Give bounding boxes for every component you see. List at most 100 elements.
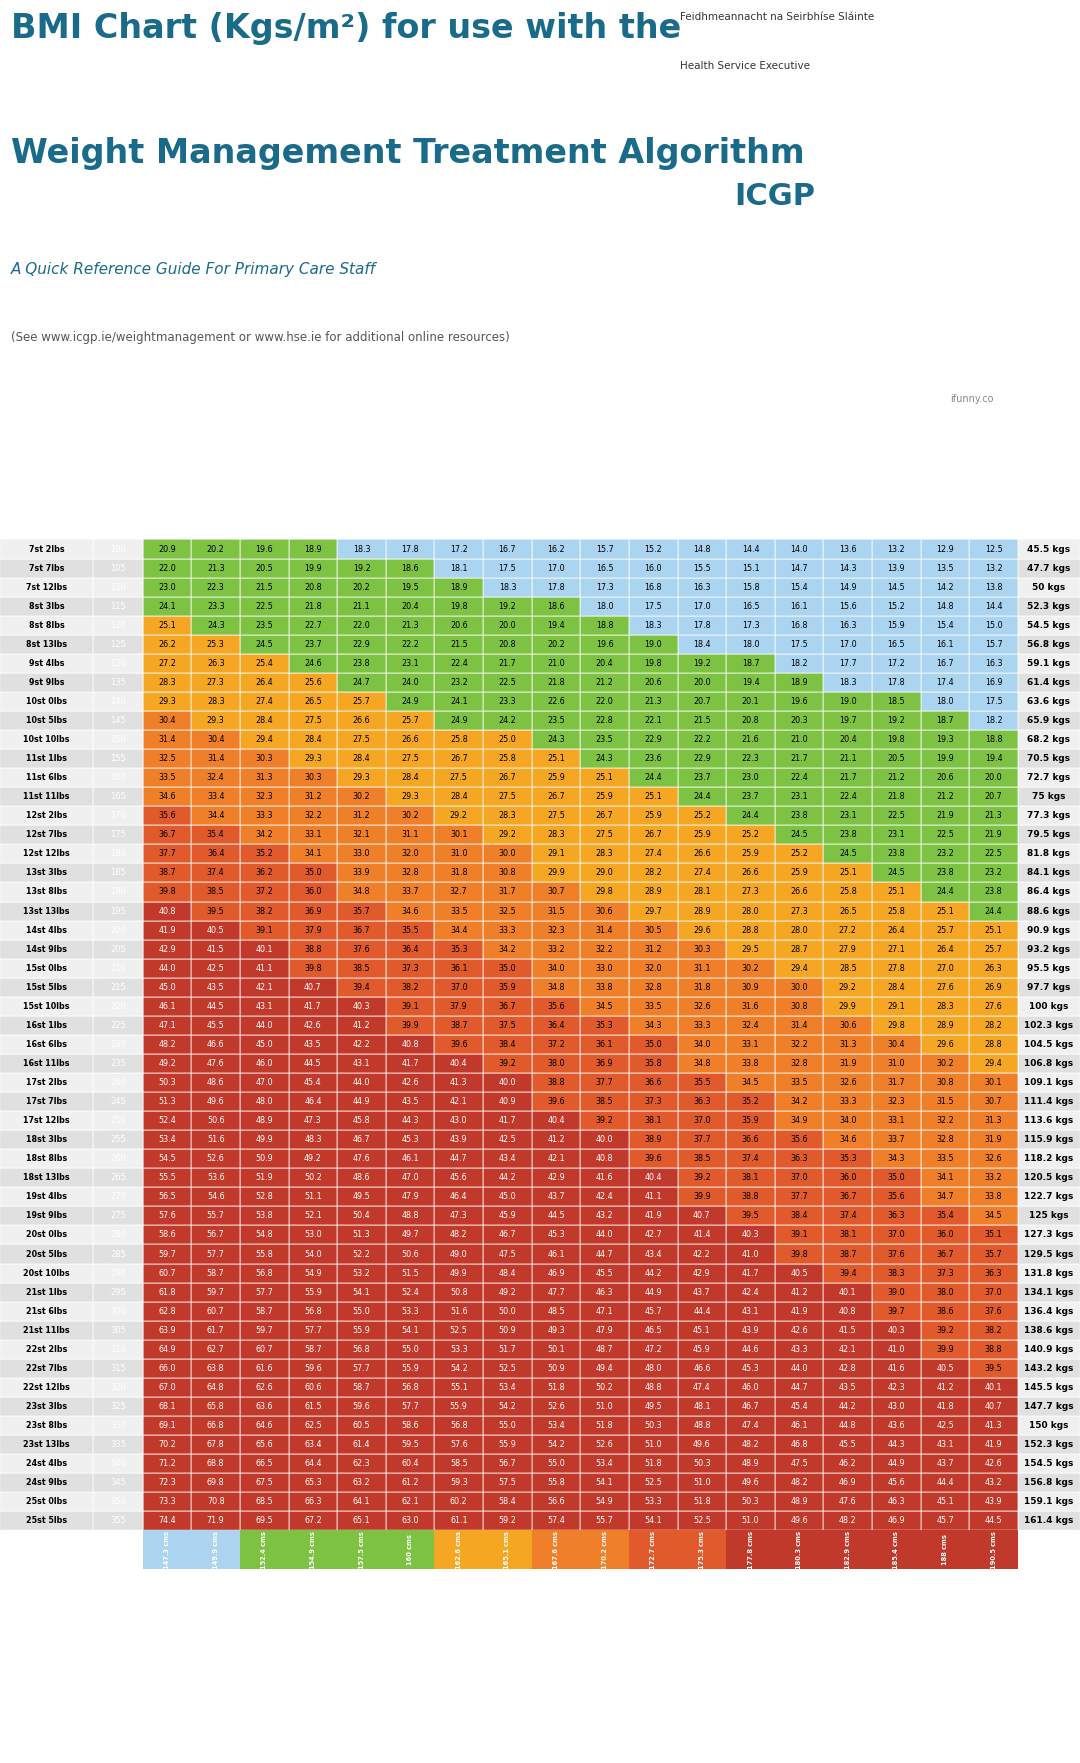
Bar — [872, 596, 920, 615]
Text: 95.5 kgs: 95.5 kgs — [1027, 964, 1070, 973]
Bar — [288, 1379, 337, 1396]
Bar — [774, 1225, 823, 1245]
Bar — [580, 1186, 629, 1206]
Text: 21.1: 21.1 — [353, 601, 370, 610]
Text: 25.8: 25.8 — [499, 755, 516, 763]
Bar — [386, 844, 434, 864]
Text: 305: 305 — [110, 1326, 126, 1335]
Bar — [386, 654, 434, 673]
Text: 19.6: 19.6 — [791, 696, 808, 705]
Text: 34.4: 34.4 — [207, 811, 225, 820]
Bar — [726, 1282, 774, 1301]
Text: 43.9: 43.9 — [985, 1497, 1002, 1506]
Text: 20.6: 20.6 — [450, 621, 468, 629]
Bar — [1018, 596, 1080, 615]
Text: 37.3: 37.3 — [402, 964, 419, 973]
Bar — [823, 940, 872, 959]
Bar — [531, 1379, 580, 1396]
Text: 16.1: 16.1 — [791, 601, 808, 610]
Bar — [920, 1435, 970, 1454]
Text: 19.6: 19.6 — [596, 640, 613, 649]
Bar — [970, 1149, 1018, 1169]
Bar — [240, 691, 288, 710]
Text: 17.5: 17.5 — [645, 601, 662, 610]
Bar — [629, 596, 677, 615]
Bar — [629, 1474, 677, 1491]
Text: 25.9: 25.9 — [791, 869, 808, 878]
Bar — [143, 1074, 191, 1091]
Text: 56.5: 56.5 — [158, 1192, 176, 1201]
Bar — [823, 959, 872, 978]
Text: 38.7: 38.7 — [839, 1250, 856, 1259]
Bar — [93, 1416, 143, 1435]
Text: 43.5: 43.5 — [207, 982, 225, 993]
Text: 46.5: 46.5 — [645, 1326, 662, 1335]
Bar — [580, 730, 629, 749]
Bar — [386, 578, 434, 596]
Text: 16.9: 16.9 — [985, 679, 1002, 688]
Bar — [143, 578, 191, 596]
Text: and weight smh my head: and weight smh my head — [334, 1694, 746, 1722]
Text: 38.2: 38.2 — [256, 906, 273, 915]
Bar — [531, 1225, 580, 1245]
Bar — [823, 786, 872, 806]
Bar — [872, 1282, 920, 1301]
Bar — [483, 1186, 531, 1206]
Text: 35.6: 35.6 — [548, 1001, 565, 1010]
Bar — [531, 1474, 580, 1491]
Text: 30.3: 30.3 — [305, 774, 322, 783]
Bar — [531, 539, 580, 559]
Bar — [93, 654, 143, 673]
Text: 48.2: 48.2 — [159, 1040, 176, 1049]
Bar — [0, 1416, 93, 1435]
Bar — [434, 1264, 483, 1283]
Text: 27.0: 27.0 — [936, 964, 954, 973]
Text: 34.5: 34.5 — [985, 1211, 1002, 1220]
Text: 24.3: 24.3 — [548, 735, 565, 744]
Text: 15.7: 15.7 — [596, 545, 613, 554]
Bar — [434, 1091, 483, 1111]
Text: 120.5 kgs: 120.5 kgs — [1025, 1174, 1074, 1183]
Bar — [970, 1186, 1018, 1206]
Text: 48.4: 48.4 — [499, 1269, 516, 1278]
Bar — [434, 539, 483, 559]
Bar — [823, 1091, 872, 1111]
Text: 32.1: 32.1 — [353, 830, 370, 839]
Bar — [0, 1282, 93, 1301]
Bar — [0, 1225, 93, 1245]
Bar — [920, 844, 970, 864]
Bar — [774, 730, 823, 749]
Bar — [531, 844, 580, 864]
Bar — [0, 710, 93, 730]
Text: 41.0: 41.0 — [742, 1250, 759, 1259]
Text: 33.7: 33.7 — [888, 1135, 905, 1144]
Text: 47.0: 47.0 — [256, 1077, 273, 1088]
Bar — [434, 596, 483, 615]
Bar — [143, 806, 191, 825]
Bar — [531, 825, 580, 844]
Text: 17.2: 17.2 — [450, 545, 468, 554]
Text: 20.8: 20.8 — [305, 582, 322, 592]
Text: 16.5: 16.5 — [742, 601, 759, 610]
Text: 23.8: 23.8 — [791, 811, 808, 820]
Text: 21.6: 21.6 — [742, 735, 759, 744]
Bar — [872, 978, 920, 996]
Bar — [677, 864, 726, 883]
Bar — [726, 769, 774, 786]
Text: 30.0: 30.0 — [791, 982, 808, 993]
Bar — [629, 959, 677, 978]
Bar — [677, 1225, 726, 1245]
Text: 8st 3lbs: 8st 3lbs — [29, 601, 65, 610]
Bar — [531, 596, 580, 615]
Text: 29.3: 29.3 — [158, 696, 176, 705]
Bar — [434, 1054, 483, 1074]
Bar — [143, 883, 191, 901]
Text: 9st 9lbs: 9st 9lbs — [29, 679, 65, 688]
Bar — [191, 864, 240, 883]
Text: 44.0: 44.0 — [159, 964, 176, 973]
Bar — [1018, 959, 1080, 978]
Bar — [483, 1264, 531, 1283]
Bar — [531, 710, 580, 730]
Bar — [774, 786, 823, 806]
Text: 30.9: 30.9 — [742, 982, 759, 993]
